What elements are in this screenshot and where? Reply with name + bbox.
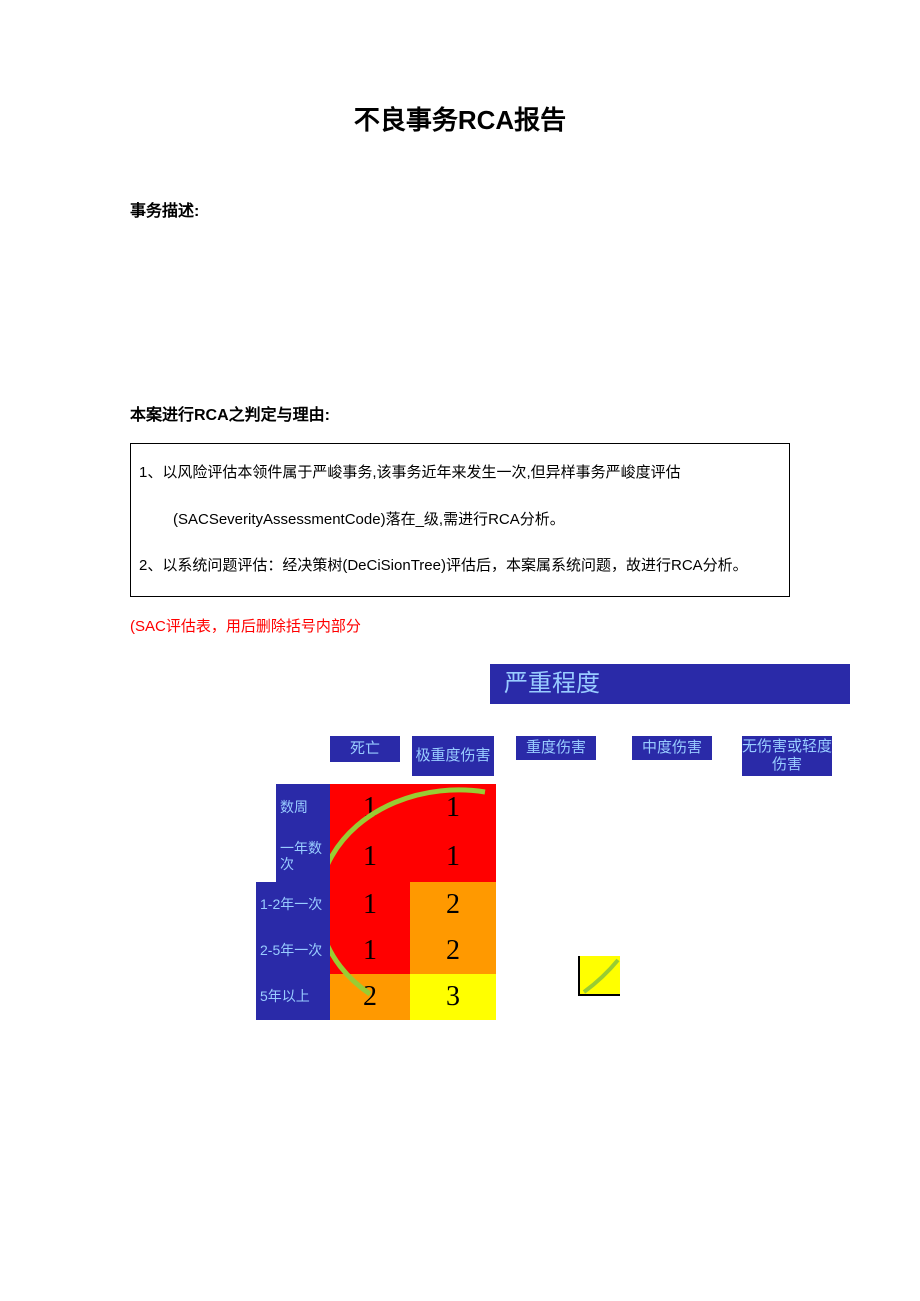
matrix-cell-0-0: 1 (330, 784, 410, 832)
matrix-cell-2-0: 1 (330, 882, 410, 928)
matrix-row-0: 11 (330, 784, 496, 832)
report-title: 不良事务RCA报告 (130, 100, 790, 137)
severity-header: 严重程度 (490, 664, 850, 704)
sac-note: (SAC评估表，用后删除括号内部分 (130, 615, 790, 636)
matrix-cell-4-1: 3 (410, 974, 496, 1020)
col-label-0: 死亡 (330, 736, 400, 762)
matrix-cell-1-1: 1 (410, 832, 496, 882)
orphan-cell (578, 956, 620, 996)
matrix-cell-3-0: 1 (330, 928, 410, 974)
matrix-row-3: 12 (330, 928, 496, 974)
section-rca-judgement-heading: 本案进行RCA之判定与理由: (130, 401, 790, 425)
col-label-4: 无伤害或轻度伤害 (742, 736, 832, 776)
row-labels-col: 数周一年数次1-2年一次2-5年一次5年以上 (248, 784, 330, 1020)
matrix-row-2: 12 (330, 882, 496, 928)
matrix-cell-1-0: 1 (330, 832, 410, 882)
column-labels-row: 死亡极重度伤害重度伤害 中度伤害 无伤害或轻度伤害 (330, 736, 832, 776)
section-event-description-heading: 事务描述: (130, 197, 790, 221)
row-label-0: 数周 (276, 784, 330, 832)
judgement-line-3: 2、以系统问题评估：经决策树(DeCiSionTree)评估后，本案属系统问题，… (139, 555, 781, 578)
judgement-line-1: 1、以风险评估本领件属于严峻事务,该事务近年来发生一次,但异样事务严峻度评估 (139, 462, 781, 485)
row-label-3: 2-5年一次 (256, 928, 330, 974)
matrix-cell-4-0: 2 (330, 974, 410, 1020)
matrix-cell-2-1: 2 (410, 882, 496, 928)
row-label-1: 一年数次 (276, 832, 330, 882)
col-label-3: 中度伤害 (632, 736, 712, 760)
row-label-4: 5年以上 (256, 974, 330, 1020)
matrix-row-4: 23 (330, 974, 496, 1020)
col-label-2: 重度伤害 (516, 736, 596, 760)
matrix-cell-3-1: 2 (410, 928, 496, 974)
matrix-row-1: 11 (330, 832, 496, 882)
judgement-box: 1、以风险评估本领件属于严峻事务,该事务近年来发生一次,但异样事务严峻度评估 (… (130, 443, 790, 597)
orphan-arc-icon (580, 956, 622, 996)
judgement-line-2: (SACSeverityAssessmentCode)落在_级,需进行RCA分析… (139, 509, 781, 532)
col-label-1: 极重度伤害 (412, 736, 494, 776)
row-label-2: 1-2年一次 (256, 882, 330, 928)
matrix-cell-0-1: 1 (410, 784, 496, 832)
matrix-grid: 1111121223 (330, 784, 496, 1020)
